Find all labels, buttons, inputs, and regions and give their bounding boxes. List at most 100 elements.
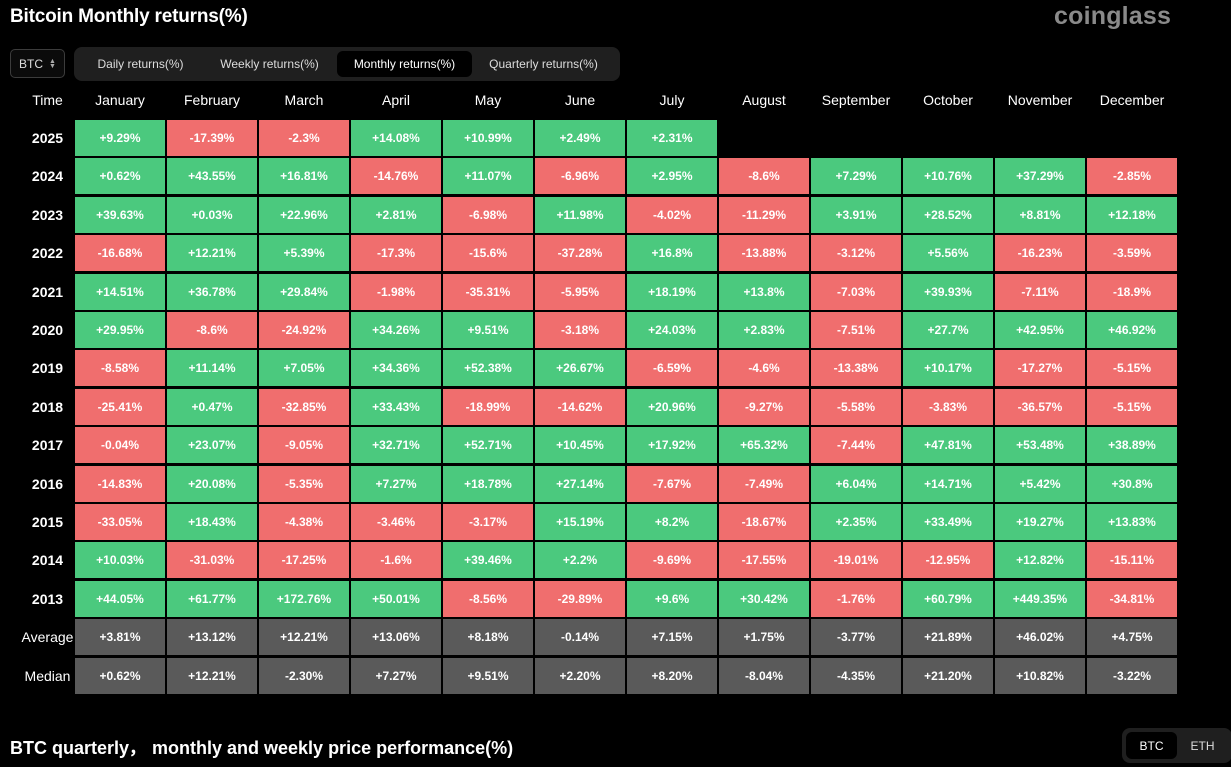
return-cell: +29.95% (75, 312, 165, 348)
tab-monthly-returns[interactable]: Monthly returns(%) (337, 51, 472, 77)
return-cell: +60.79% (903, 580, 993, 617)
return-cell: +21.89% (903, 619, 993, 656)
coinglass-logo: coinglass (1054, 2, 1172, 30)
return-cell: -16.68% (75, 235, 165, 272)
year-label: 2018 (31, 398, 64, 415)
tab-weekly-returns[interactable]: Weekly returns(%) (220, 57, 319, 71)
return-cell: -14.76% (351, 158, 441, 195)
stat-label: Average (21, 629, 74, 646)
return-cell: +0.62% (75, 158, 165, 195)
return-cell: +30.8% (1087, 465, 1177, 502)
return-cell: +32.71% (351, 427, 441, 464)
return-cell: +8.18% (443, 619, 533, 656)
return-cell: -3.18% (535, 312, 625, 348)
return-cell: +50.01% (351, 580, 441, 617)
return-cell: -3.12% (811, 235, 901, 272)
return-cell: +18.43% (167, 504, 257, 540)
return-cell: -16.23% (995, 235, 1085, 272)
return-cell: -15.6% (443, 235, 533, 272)
return-cell: -18.67% (719, 504, 809, 540)
return-cell: +14.71% (903, 465, 993, 502)
return-cell: +36.78% (167, 273, 257, 310)
return-cell: -17.39% (167, 120, 257, 156)
return-cell: -25.41% (75, 388, 165, 425)
tab-quarterly-returns[interactable]: Quarterly returns(%) (489, 57, 598, 71)
return-cell: +2.2% (535, 542, 625, 579)
return-cell: +7.27% (351, 465, 441, 502)
return-cell: +44.05% (75, 580, 165, 617)
return-cell: -36.57% (995, 388, 1085, 425)
tab-daily-returns[interactable]: Daily returns(%) (97, 57, 184, 71)
return-cell: +28.52% (903, 196, 993, 233)
return-cell: +10.03% (75, 542, 165, 579)
return-cell: +20.08% (167, 465, 257, 502)
return-cell: +12.21% (167, 657, 257, 694)
return-cell: +8.20% (627, 657, 717, 694)
return-cell: -9.27% (719, 388, 809, 425)
year-label: 2022 (31, 245, 64, 262)
return-cell: -4.35% (811, 657, 901, 694)
return-cell: -8.56% (443, 580, 533, 617)
return-cell: -24.92% (259, 312, 349, 348)
coin-select[interactable]: BTC ▲ ▼ (10, 49, 65, 78)
return-cell: -9.69% (627, 542, 717, 579)
return-cell: +2.31% (627, 120, 717, 156)
coin-toggle: BTC ETH (1122, 728, 1231, 763)
return-cell: +27.7% (903, 312, 993, 348)
return-cell: -7.44% (811, 427, 901, 464)
returns-tabs: Daily returns(%) Weekly returns(%) Month… (74, 47, 620, 81)
return-cell: -9.05% (259, 427, 349, 464)
return-cell: +42.95% (995, 312, 1085, 348)
return-cell: -14.83% (75, 465, 165, 502)
column-header-august: August (742, 92, 786, 108)
return-cell: +5.39% (259, 235, 349, 272)
column-header-july: July (659, 92, 685, 108)
return-cell: +22.96% (259, 196, 349, 233)
return-cell: +10.45% (535, 427, 625, 464)
return-cell: +46.92% (1087, 312, 1177, 348)
return-cell: -29.89% (535, 580, 625, 617)
return-cell: +449.35% (995, 580, 1085, 617)
return-cell: +29.84% (259, 273, 349, 310)
return-cell: -17.3% (351, 235, 441, 272)
return-cell: +30.42% (719, 580, 809, 617)
return-cell: -15.11% (1087, 542, 1177, 579)
year-label: 2024 (31, 168, 64, 185)
return-cell: -18.9% (1087, 273, 1177, 310)
return-cell: +13.12% (167, 619, 257, 656)
return-cell: -8.6% (167, 312, 257, 348)
return-cell: +12.21% (259, 619, 349, 656)
return-cell: -5.58% (811, 388, 901, 425)
return-cell: -5.15% (1087, 350, 1177, 387)
return-cell: +0.03% (167, 196, 257, 233)
return-cell: -19.01% (811, 542, 901, 579)
toggle-eth[interactable]: ETH (1190, 738, 1215, 753)
return-cell: -37.28% (535, 235, 625, 272)
return-cell: -7.03% (811, 273, 901, 310)
return-cell: +18.19% (627, 273, 717, 310)
return-cell: +12.21% (167, 235, 257, 272)
return-cell: +10.82% (995, 657, 1085, 694)
toggle-btc[interactable]: BTC (1126, 732, 1177, 759)
return-cell: +23.07% (167, 427, 257, 464)
return-cell: -6.96% (535, 158, 625, 195)
return-cell: +52.38% (443, 350, 533, 387)
coin-select-value: BTC (19, 56, 43, 71)
return-cell: +13.8% (719, 273, 809, 310)
column-header-march: March (284, 92, 324, 108)
return-cell: -7.49% (719, 465, 809, 502)
return-cell: -2.3% (259, 120, 349, 156)
return-cell: +7.05% (259, 350, 349, 387)
return-cell: -4.38% (259, 504, 349, 540)
column-header-december: December (1099, 92, 1165, 108)
return-cell: +16.8% (627, 235, 717, 272)
return-cell: +9.29% (75, 120, 165, 156)
return-cell: -5.35% (259, 465, 349, 502)
return-cell: -3.59% (1087, 235, 1177, 272)
return-cell: -5.15% (1087, 388, 1177, 425)
column-header-october: October (923, 92, 973, 108)
column-header-april: April (381, 92, 410, 108)
return-cell: +7.29% (811, 158, 901, 195)
return-cell: +2.83% (719, 312, 809, 348)
return-cell: -34.81% (1087, 580, 1177, 617)
